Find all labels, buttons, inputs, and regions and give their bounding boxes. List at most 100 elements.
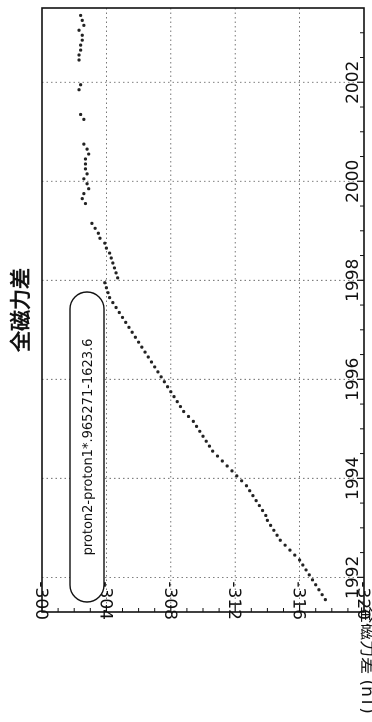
data-point <box>298 558 302 562</box>
data-point <box>248 489 252 493</box>
data-point <box>310 578 315 582</box>
data-point <box>80 38 84 42</box>
data-point <box>85 147 89 151</box>
data-point <box>79 43 83 47</box>
data-point <box>211 449 215 453</box>
data-point <box>124 320 128 324</box>
data-point <box>83 167 88 171</box>
data-point <box>85 182 89 186</box>
y-axis-label: 全磁力差 (nT) <box>357 606 372 714</box>
data-point <box>120 315 125 320</box>
data-point <box>156 370 160 374</box>
data-point <box>79 13 83 18</box>
data-point <box>133 335 137 339</box>
data-point <box>112 266 117 270</box>
y-tick-label: -320 <box>353 581 372 620</box>
data-point <box>83 157 88 161</box>
data-point <box>307 573 311 577</box>
data-point <box>269 523 273 527</box>
data-point <box>103 281 107 285</box>
data-point <box>143 350 147 354</box>
y-tick-labels: -300 -304 -308 -312 -316 -320 <box>31 581 372 620</box>
data-point <box>198 429 202 433</box>
data-point <box>146 355 150 359</box>
data-point <box>82 192 86 196</box>
data-point <box>251 494 255 498</box>
x-tick-label: 1994 <box>343 457 363 500</box>
data-point <box>191 419 195 423</box>
data-point <box>175 399 179 404</box>
data-point <box>77 58 81 62</box>
data-point <box>114 305 118 310</box>
data-point <box>104 286 108 290</box>
y-tick-label: -312 <box>224 581 244 620</box>
chart-title: 全磁力差 <box>9 268 33 353</box>
data-point <box>278 538 282 542</box>
data-point <box>254 499 258 503</box>
data-point <box>153 365 157 369</box>
data-point <box>275 533 279 537</box>
data-point <box>169 390 173 394</box>
data-point <box>293 553 297 557</box>
y-tick-label: -316 <box>289 581 309 620</box>
data-point <box>87 152 91 156</box>
data-points <box>77 13 327 602</box>
data-point <box>116 276 120 280</box>
tick-marks <box>41 7 365 612</box>
y-tick-label: -308 <box>160 581 180 620</box>
y-tick-label: -300 <box>31 581 51 620</box>
data-point <box>96 231 100 235</box>
data-point <box>117 310 121 315</box>
annotation-text: proton2-proton1*.965271-1623.6 <box>81 339 96 556</box>
data-point <box>140 345 144 349</box>
data-point <box>304 568 308 572</box>
data-point <box>80 197 84 201</box>
data-point <box>204 439 208 443</box>
data-point <box>127 325 131 329</box>
data-point <box>264 513 268 518</box>
data-point <box>137 340 141 344</box>
data-point <box>257 503 261 508</box>
data-point <box>77 53 81 57</box>
data-point <box>82 23 86 27</box>
data-point <box>235 474 239 478</box>
data-point <box>111 300 115 305</box>
data-point <box>215 454 220 458</box>
data-point <box>301 563 305 567</box>
data-point <box>265 518 269 523</box>
data-point <box>159 375 163 379</box>
x-tick-label: 1992 <box>343 556 363 599</box>
data-point <box>114 271 118 275</box>
data-point <box>260 508 265 513</box>
x-tick-label: 2000 <box>343 160 363 203</box>
data-point <box>77 28 81 32</box>
data-point <box>85 172 89 176</box>
data-point <box>220 459 224 463</box>
data-point <box>317 588 321 592</box>
data-point <box>108 296 112 300</box>
data-point <box>98 236 102 240</box>
data-point <box>108 251 112 255</box>
data-point <box>165 385 170 389</box>
data-point <box>162 380 166 384</box>
data-point <box>225 464 229 468</box>
data-point <box>244 484 249 488</box>
data-point <box>80 18 84 22</box>
data-point <box>230 469 234 473</box>
data-point <box>83 201 88 206</box>
x-tick-label: 2002 <box>343 61 363 104</box>
data-point <box>323 598 327 602</box>
data-point <box>104 246 108 250</box>
data-point <box>77 88 81 92</box>
data-point <box>288 548 292 552</box>
data-point <box>314 583 318 587</box>
data-point <box>272 528 276 532</box>
data-point <box>111 261 115 265</box>
data-point <box>90 221 94 225</box>
data-point <box>82 177 86 181</box>
data-point <box>109 256 113 260</box>
data-point <box>201 434 205 438</box>
data-point <box>130 330 134 334</box>
data-point <box>82 142 86 146</box>
